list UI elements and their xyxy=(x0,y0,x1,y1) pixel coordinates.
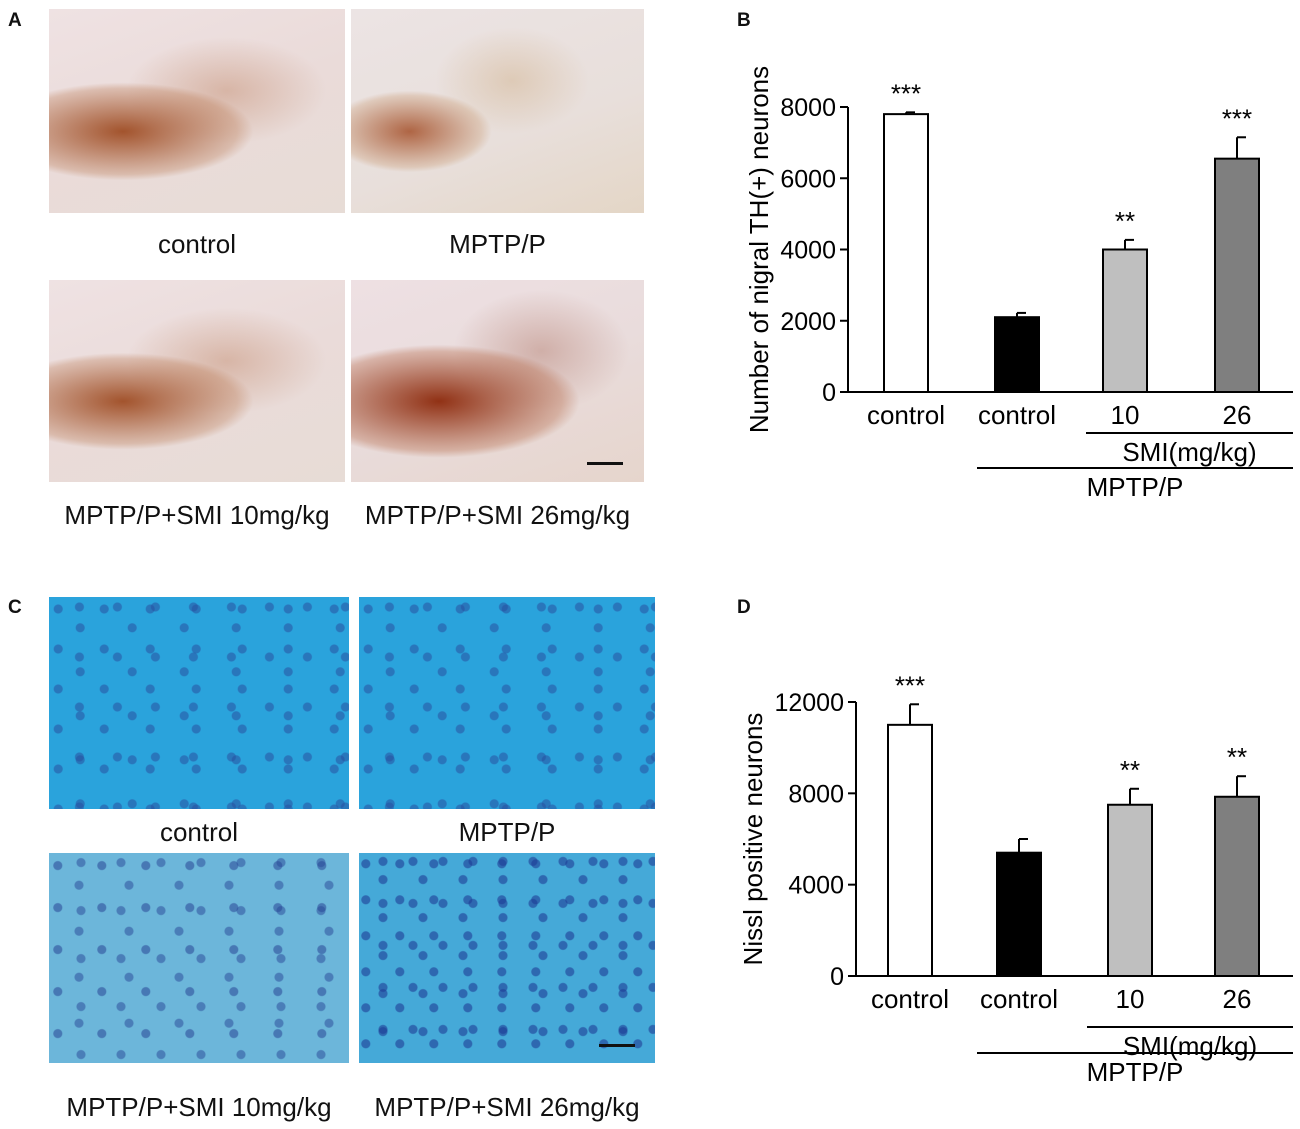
x-tick-label: 10 xyxy=(1116,984,1145,1014)
bar xyxy=(1214,157,1260,393)
y-tick-label: 8000 xyxy=(788,780,844,808)
significance-label: ** xyxy=(1227,742,1247,772)
caption-c-smi10: MPTP/P+SMI 10mg/kg xyxy=(66,1092,332,1122)
caption-c-smi26: MPTP/P+SMI 26mg/kg xyxy=(374,1092,640,1122)
y-tick-label: 8000 xyxy=(780,94,836,122)
x-tick-label: control xyxy=(980,984,1058,1014)
significance-label: *** xyxy=(1222,103,1252,133)
significance-label: *** xyxy=(891,78,921,108)
bar xyxy=(1214,795,1260,978)
x-tick-label: control xyxy=(867,400,945,430)
caption-c-mptp: MPTP/P xyxy=(458,817,556,847)
micrograph-c-mptp xyxy=(359,597,655,809)
scale-bar-a xyxy=(587,462,623,465)
bar xyxy=(994,316,1040,393)
x-tick-label: 26 xyxy=(1223,400,1252,430)
bar xyxy=(887,723,933,977)
y-tick-label: 4000 xyxy=(788,872,844,900)
mptp-group-label: MPTP/P xyxy=(1087,472,1184,502)
micrograph-c-control xyxy=(49,597,349,809)
caption-a-mptp: MPTP/P xyxy=(449,229,546,259)
caption-a-smi26: MPTP/P+SMI 26mg/kg xyxy=(364,500,631,530)
y-tick-label: 12000 xyxy=(774,689,844,717)
y-tick-label: 2000 xyxy=(780,308,836,336)
significance-label: ** xyxy=(1115,206,1135,236)
micrograph-a-smi26 xyxy=(351,280,644,482)
panel-b-letter: B xyxy=(737,10,751,31)
mptp-group-label: MPTP/P xyxy=(1087,1057,1184,1087)
panel-d-letter: D xyxy=(737,597,751,618)
micrograph-c-smi26 xyxy=(359,853,655,1063)
bar xyxy=(883,113,929,393)
bar xyxy=(996,851,1042,978)
y-tick-label: 4000 xyxy=(780,237,836,265)
significance-label: ** xyxy=(1120,755,1140,785)
y-axis-label: Number of nigral TH(+) neurons xyxy=(744,66,774,433)
x-tick-label: control xyxy=(871,984,949,1014)
smi-group-label: SMI(mg/kg) xyxy=(1122,437,1256,467)
bar xyxy=(1107,803,1153,977)
scale-bar-c xyxy=(599,1044,635,1047)
panel-c-letter: C xyxy=(8,597,22,618)
caption-a-smi10: MPTP/P+SMI 10mg/kg xyxy=(64,500,330,530)
x-tick-label: 26 xyxy=(1223,984,1252,1014)
micrograph-a-control xyxy=(49,9,345,213)
significance-label: *** xyxy=(895,670,925,700)
micrograph-a-mptp xyxy=(351,9,644,213)
y-tick-label: 0 xyxy=(822,379,836,407)
x-tick-label: 10 xyxy=(1111,400,1140,430)
micrograph-a-smi10 xyxy=(49,280,345,482)
caption-a-control: control xyxy=(157,229,237,259)
y-axis-label: Nissl positive neurons xyxy=(738,713,768,966)
panel-a-letter: A xyxy=(8,10,22,31)
caption-c-control: control xyxy=(159,817,239,847)
micrograph-c-smi10 xyxy=(49,853,349,1063)
y-tick-label: 0 xyxy=(830,963,844,991)
bar xyxy=(1102,248,1148,393)
x-tick-label: control xyxy=(978,400,1056,430)
smi-group-label: SMI(mg/kg) xyxy=(1123,1031,1257,1061)
y-tick-label: 6000 xyxy=(780,165,836,193)
